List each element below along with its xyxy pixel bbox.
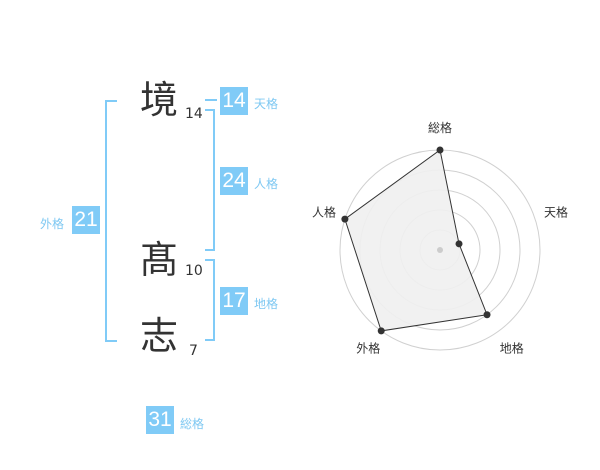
radar-axis-label: 総格: [428, 120, 452, 135]
chikaku-badge: 17: [220, 287, 248, 315]
radar-axis-label: 外格: [356, 341, 380, 356]
jinkaku-bracket: [205, 109, 215, 251]
tenkaku-label: 天格: [254, 97, 279, 111]
radar-point: [483, 311, 491, 319]
stroke-count-3: 7: [189, 343, 198, 359]
gaikaku-label: 外格: [40, 217, 65, 231]
jinkaku-badge: 24: [220, 167, 248, 195]
radar-point: [341, 215, 349, 223]
name-char-1: 境: [140, 78, 179, 122]
chikaku-bracket: [205, 259, 215, 341]
tenkaku-badge: 14: [220, 87, 248, 115]
soukaku-badge: 31: [146, 406, 174, 434]
jinkaku-label: 人格: [254, 177, 279, 191]
radar-axis-label: 人格: [312, 204, 336, 219]
radar-area: [344, 149, 488, 332]
chikaku-label: 地格: [254, 297, 279, 311]
radar-axis-label: 天格: [544, 204, 568, 219]
name-char-3: 志: [140, 314, 179, 358]
name-char-2: 髙: [140, 238, 179, 282]
radar-point: [436, 146, 444, 154]
radar-point: [455, 240, 463, 248]
stroke-count-1: 14: [185, 106, 203, 122]
gaikaku-bracket: [105, 100, 117, 342]
stroke-count-2: 10: [185, 263, 203, 279]
gaikaku-badge: 21: [72, 206, 100, 234]
tenkaku-bracket: [205, 99, 217, 101]
soukaku-label: 総格: [180, 417, 205, 431]
radar-center: [437, 247, 443, 253]
radar-axis-label: 地格: [500, 341, 524, 356]
radar-point: [377, 327, 385, 335]
